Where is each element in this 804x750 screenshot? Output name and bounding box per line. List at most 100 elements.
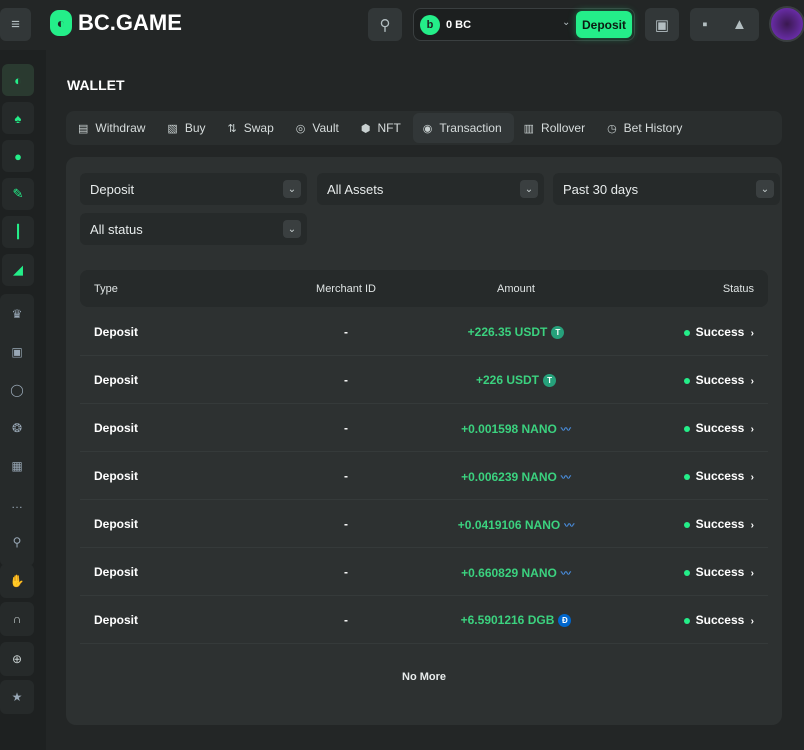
row-merchant-id: -: [344, 421, 348, 435]
amount-value: +0.660829 NANO: [461, 565, 557, 580]
tab-label: Swap: [243, 121, 274, 135]
sidebar-item-affiliate[interactable]: ✋: [0, 564, 34, 598]
status-value: Success: [695, 517, 745, 531]
racing-icon: ◢: [13, 262, 23, 277]
search-button[interactable]: ⚲: [368, 8, 402, 41]
favorites-star-icon: ★: [11, 690, 23, 704]
type-filter-select[interactable]: Deposit ⌄: [80, 173, 307, 205]
tab-buy[interactable]: ▧ Buy: [157, 113, 217, 143]
amount-value: +0.001598 NANO: [461, 421, 557, 436]
row-status[interactable]: Success ›: [683, 469, 754, 483]
row-status[interactable]: Success ›: [683, 325, 754, 339]
sidebar-item-provably-fair[interactable]: ⚲: [0, 526, 34, 558]
status-value: Success: [695, 325, 745, 339]
tab-withdraw[interactable]: ▤ Withdraw: [68, 113, 157, 143]
status-dot-icon: [683, 617, 690, 624]
row-status[interactable]: Success ›: [683, 565, 754, 579]
tab-swap[interactable]: ⇅ Swap: [218, 113, 286, 143]
table-row[interactable]: Deposit - +0.001598 NANO 〰 Success ›: [80, 404, 768, 452]
table-row[interactable]: Deposit - +226.35 USDT T Success ›: [80, 308, 768, 356]
row-status[interactable]: Success ›: [683, 517, 754, 531]
bc-coin-icon: b: [420, 14, 440, 35]
sidebar-item-promotions[interactable]: ▣: [0, 336, 34, 368]
gift-icon: ▣: [654, 16, 670, 34]
nano-coin-icon: 〰: [560, 569, 571, 580]
period-filter-value: Past 30 days: [563, 181, 639, 197]
sidebar-item-sports[interactable]: ●: [2, 140, 34, 172]
chevron-right-icon: ›: [750, 424, 754, 435]
tab-label: Withdraw: [95, 121, 146, 135]
sidebar-item-support[interactable]: ∩: [0, 602, 34, 636]
row-merchant-id: -: [344, 373, 348, 387]
table-row[interactable]: Deposit - +226 USDT T Success ›: [80, 356, 768, 404]
sidebar-item-spin[interactable]: ◯: [0, 374, 34, 406]
main-content: WALLET ▤ Withdraw ▧ Buy ⇅ Swap ◎ Vault ⬢ NFT ◉ Tran…: [46, 50, 804, 750]
status-value: Success: [695, 421, 745, 435]
bell-icon[interactable]: ▲: [731, 16, 747, 33]
table-row[interactable]: Deposit - +0.006239 NANO 〰 Success ›: [80, 452, 768, 500]
asset-filter-select[interactable]: All Assets ⌄: [317, 173, 544, 205]
top-header: ≡ ◐ BC.GAME ⚲ b 0 BC ⌄ Deposit ▣ ▪ ▲: [0, 0, 804, 50]
amount-value: +0.0419106 NANO: [457, 517, 561, 532]
sidebar-group-community: ♛ ▣ ◯ ❂ ▦ … ⚲: [0, 294, 34, 566]
table-row[interactable]: Deposit - +0.660829 NANO 〰 Success ›: [80, 548, 768, 596]
wallet-tabs: ▤ Withdraw ▧ Buy ⇅ Swap ◎ Vault ⬢ NFT ◉ Transaction…: [66, 111, 782, 145]
trading-candles-icon: ┃: [14, 224, 22, 239]
brand-logo[interactable]: ◐ BC.GAME: [50, 10, 182, 36]
sidebar-item-racing[interactable]: ◢: [2, 254, 34, 286]
support-headset-icon: ∩: [12, 612, 22, 626]
tab-nft[interactable]: ⬢ NFT: [351, 113, 413, 143]
sidebar-item-trading[interactable]: ┃: [2, 216, 34, 248]
chat-notification-group: ▪ ▲: [690, 8, 759, 41]
tab-rollover[interactable]: ▥ Rollover: [514, 113, 597, 143]
sidebar-item-home[interactable]: ◐: [2, 64, 34, 96]
gift-button[interactable]: ▣: [645, 8, 679, 41]
sidebar-item-lottery[interactable]: ✎: [2, 178, 34, 210]
transaction-panel: Deposit ⌄ All Assets ⌄ Past 30 days ⌄ All s…: [66, 157, 782, 725]
row-amount: +0.0419106 NANO 〰: [416, 517, 616, 533]
header-merchant-id: Merchant ID: [316, 283, 376, 295]
language-globe-icon: ⊕: [11, 652, 23, 666]
table-row[interactable]: Deposit - +0.0419106 NANO 〰 Success ›: [80, 500, 768, 548]
chat-icon: …: [11, 497, 23, 511]
status-filter-select[interactable]: All status ⌄: [80, 213, 307, 245]
chevron-down-icon: ⌄: [283, 180, 301, 198]
tab-transaction[interactable]: ◉ Transaction: [412, 113, 514, 143]
menu-toggle-button[interactable]: ≡: [0, 8, 31, 41]
chevron-down-icon: ⌄: [562, 17, 571, 28]
tab-vault[interactable]: ◎ Vault: [286, 113, 351, 143]
sidebar-item-language[interactable]: ⊕: [0, 642, 34, 676]
sidebar-item-sponsorship[interactable]: ❂: [0, 412, 34, 444]
row-amount: +6.5901216 DGB Ð: [416, 613, 616, 627]
chat-icon[interactable]: ▪: [702, 16, 708, 33]
status-dot-icon: [683, 329, 690, 336]
period-filter-select[interactable]: Past 30 days ⌄: [553, 173, 780, 205]
avatar[interactable]: [769, 6, 804, 42]
wallet-balance-selector[interactable]: b 0 BC ⌄ Deposit: [413, 8, 635, 41]
row-status[interactable]: Success ›: [683, 613, 754, 627]
row-amount: +0.001598 NANO 〰: [416, 421, 616, 437]
row-status[interactable]: Success ›: [683, 421, 754, 435]
sidebar-item-vip[interactable]: ♛: [0, 298, 34, 330]
bc-logo-icon: ◐: [50, 10, 72, 36]
transaction-icon: ◉: [422, 122, 433, 135]
type-filter-value: Deposit: [90, 181, 135, 197]
deposit-button[interactable]: Deposit: [576, 11, 632, 38]
chevron-right-icon: ›: [750, 520, 754, 531]
sidebar-item-forum[interactable]: ▦: [0, 450, 34, 482]
menu-icon: ≡: [11, 16, 20, 33]
sidebar-item-favorites[interactable]: ★: [0, 680, 34, 714]
status-dot-icon: [683, 521, 690, 528]
bc-logo-icon: ◐: [14, 72, 22, 88]
sidebar-item-casino[interactable]: ♠: [2, 102, 34, 134]
table-row[interactable]: Deposit - +6.5901216 DGB Ð Success ›: [80, 596, 768, 644]
no-more-label: No More: [402, 671, 446, 683]
affiliate-handshake-icon: ✋: [9, 574, 25, 588]
row-status[interactable]: Success ›: [683, 373, 754, 387]
tab-bet-history[interactable]: ◷ Bet History: [597, 113, 694, 143]
status-dot-icon: [683, 569, 690, 576]
header-status: Status: [722, 283, 754, 295]
sidebar-item-chat[interactable]: …: [0, 488, 34, 520]
balance-value: 0 BC: [446, 18, 472, 31]
asset-filter-value: All Assets: [327, 181, 384, 197]
